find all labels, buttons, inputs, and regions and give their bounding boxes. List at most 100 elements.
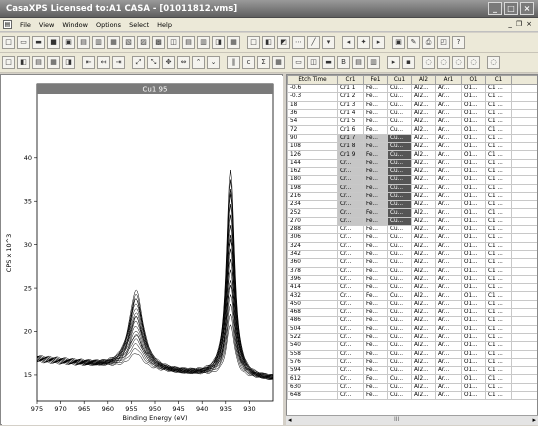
table-cell[interactable]: C1 ... bbox=[485, 208, 512, 218]
table-cell[interactable]: Cu... bbox=[387, 357, 412, 368]
window-quad-icon[interactable]: ▤ bbox=[32, 56, 45, 69]
table-cell[interactable]: Cu... bbox=[387, 307, 412, 318]
table-cell[interactable]: Fe... bbox=[363, 216, 388, 227]
table-cell[interactable]: Ar... bbox=[435, 125, 462, 135]
table-cell[interactable]: Al2... bbox=[411, 233, 436, 243]
table-cell[interactable]: Cu... bbox=[387, 341, 412, 351]
table-cell[interactable]: Cu... bbox=[387, 92, 412, 102]
table-cell[interactable]: 612 bbox=[287, 374, 338, 384]
table-cell[interactable]: Fe... bbox=[363, 233, 388, 243]
table-cell[interactable]: Cr... bbox=[337, 233, 364, 243]
data-table-pane[interactable]: Etch Time Cr1 Fe1 Cu1 Al2 Ar1 O1 C1 -0.6 Cr1 1 Fe… bbox=[286, 74, 538, 425]
table-cell[interactable]: O1... bbox=[461, 100, 486, 110]
quant-icon[interactable]: B bbox=[337, 56, 350, 69]
table-cell[interactable]: O1... bbox=[461, 307, 486, 318]
table-cell[interactable]: Cr... bbox=[337, 249, 364, 260]
table-cell[interactable]: C1 ... bbox=[485, 324, 512, 334]
table-cell[interactable] bbox=[511, 374, 537, 384]
table-cell[interactable]: Al2... bbox=[411, 92, 436, 102]
table-cell[interactable]: Ar... bbox=[435, 133, 462, 144]
table-cell[interactable]: O1... bbox=[461, 283, 486, 293]
table-cell[interactable]: 18 bbox=[287, 100, 338, 110]
menu-file[interactable]: File bbox=[20, 20, 31, 29]
scale-step-icon[interactable]: ↤ bbox=[97, 56, 110, 69]
table-cell[interactable]: C1 ... bbox=[485, 225, 512, 235]
table-cell[interactable]: C1 ... bbox=[485, 233, 512, 243]
table-cell[interactable] bbox=[511, 233, 537, 243]
table-cell[interactable]: O1... bbox=[461, 117, 486, 127]
table-cell[interactable]: Al2... bbox=[411, 274, 436, 285]
table-row[interactable]: 576 Cr... Fe... Cu... Al2... Ar... O1... C1 ... bbox=[287, 357, 537, 368]
table-cell[interactable]: 324 bbox=[287, 241, 338, 251]
table-cell[interactable]: O1... bbox=[461, 332, 486, 343]
table-cell[interactable]: Cu... bbox=[387, 349, 412, 359]
scroll-left-icon[interactable]: ◂ bbox=[288, 416, 292, 424]
table-cell[interactable]: C1 ... bbox=[485, 166, 512, 177]
table-cell[interactable]: Fe... bbox=[363, 266, 388, 276]
table-cell[interactable]: O1... bbox=[461, 125, 486, 135]
table-cell[interactable] bbox=[511, 283, 537, 293]
table-cell[interactable]: Cr... bbox=[337, 166, 364, 177]
copy-icon[interactable]: ▣ bbox=[62, 36, 75, 49]
table-cell[interactable]: Cr... bbox=[337, 349, 364, 359]
table-cell[interactable]: O1... bbox=[461, 324, 486, 334]
table-cell[interactable]: C1 ... bbox=[485, 274, 512, 285]
table-cell[interactable]: O1... bbox=[461, 366, 486, 376]
table-cell[interactable]: Al2... bbox=[411, 200, 436, 210]
table-row[interactable]: 72 Cr1 6 Fe... Cu... Al2... Ar... O1... C1 ... bbox=[287, 125, 537, 135]
scroll-right-icon[interactable]: ▸ bbox=[532, 416, 536, 424]
table-cell[interactable]: Cu... bbox=[387, 133, 412, 144]
table-cell[interactable]: Cr... bbox=[337, 316, 364, 326]
table-cell[interactable]: Ar... bbox=[435, 324, 462, 334]
table-cell[interactable]: 234 bbox=[287, 200, 338, 210]
table-cell[interactable]: Cu... bbox=[387, 249, 412, 260]
table-cell[interactable]: Cr... bbox=[337, 225, 364, 235]
table-cell[interactable]: Cu... bbox=[387, 183, 412, 193]
table-cell[interactable]: Fe... bbox=[363, 291, 388, 301]
table-cell[interactable]: Cu... bbox=[387, 108, 412, 119]
table-cell[interactable]: Cr... bbox=[337, 332, 364, 343]
table-cell[interactable]: C1 ... bbox=[485, 117, 512, 127]
table-cell[interactable]: Fe... bbox=[363, 249, 388, 260]
table-cell[interactable]: Fe... bbox=[363, 125, 388, 135]
table-cell[interactable]: Cu... bbox=[387, 83, 412, 94]
table-cell[interactable]: Fe... bbox=[363, 382, 388, 393]
table-cell[interactable]: 180 bbox=[287, 175, 338, 185]
print-icon[interactable]: ⎙ bbox=[422, 36, 435, 49]
window-list-icon[interactable]: ▦ bbox=[47, 56, 60, 69]
table-cell[interactable]: Al2... bbox=[411, 125, 436, 135]
table-cell[interactable]: 648 bbox=[287, 390, 338, 401]
table-cell[interactable]: Fe... bbox=[363, 316, 388, 326]
table-cell[interactable]: O1... bbox=[461, 191, 486, 202]
table-cell[interactable]: C1 ... bbox=[485, 291, 512, 301]
table-cell[interactable]: Cr1 8 bbox=[337, 142, 364, 152]
table-row[interactable]: 378 Cr... Fe... Cu... Al2... Ar... O1... C1 ... bbox=[287, 266, 537, 276]
table-cell[interactable]: Al2... bbox=[411, 382, 436, 393]
table-cell[interactable]: Al2... bbox=[411, 225, 436, 235]
table-cell[interactable]: Fe... bbox=[363, 133, 388, 144]
table-cell[interactable]: Ar... bbox=[435, 175, 462, 185]
table-cell[interactable]: Cr1 2 bbox=[337, 92, 364, 102]
table-cell[interactable]: Cu... bbox=[387, 324, 412, 334]
table-cell[interactable]: O1... bbox=[461, 241, 486, 251]
table-cell[interactable]: Fe... bbox=[363, 183, 388, 193]
table-cell[interactable]: 450 bbox=[287, 299, 338, 310]
table-cell[interactable] bbox=[511, 216, 537, 227]
table-cell[interactable]: C1 ... bbox=[485, 258, 512, 268]
table-cell[interactable]: Cr1 5 bbox=[337, 117, 364, 127]
table-cell[interactable]: 252 bbox=[287, 208, 338, 218]
table-cell[interactable]: O1... bbox=[461, 299, 486, 310]
table-cell[interactable]: Cr1 7 bbox=[337, 133, 364, 144]
table-cell[interactable]: C1 ... bbox=[485, 158, 512, 168]
shift-icon[interactable]: ⇔ bbox=[177, 56, 190, 69]
table-cell[interactable]: Al2... bbox=[411, 366, 436, 376]
table-cell[interactable]: Ar... bbox=[435, 166, 462, 177]
table-cell[interactable]: Cr... bbox=[337, 324, 364, 334]
table-cell[interactable]: C1 ... bbox=[485, 390, 512, 401]
table-cell[interactable]: Al2... bbox=[411, 150, 436, 160]
table-cell[interactable]: Cr1 4 bbox=[337, 108, 364, 119]
table-cell[interactable]: Cu... bbox=[387, 216, 412, 227]
table-cell[interactable]: O1... bbox=[461, 108, 486, 119]
table-cell[interactable]: O1... bbox=[461, 274, 486, 285]
minimize-button[interactable]: _ bbox=[488, 2, 502, 15]
